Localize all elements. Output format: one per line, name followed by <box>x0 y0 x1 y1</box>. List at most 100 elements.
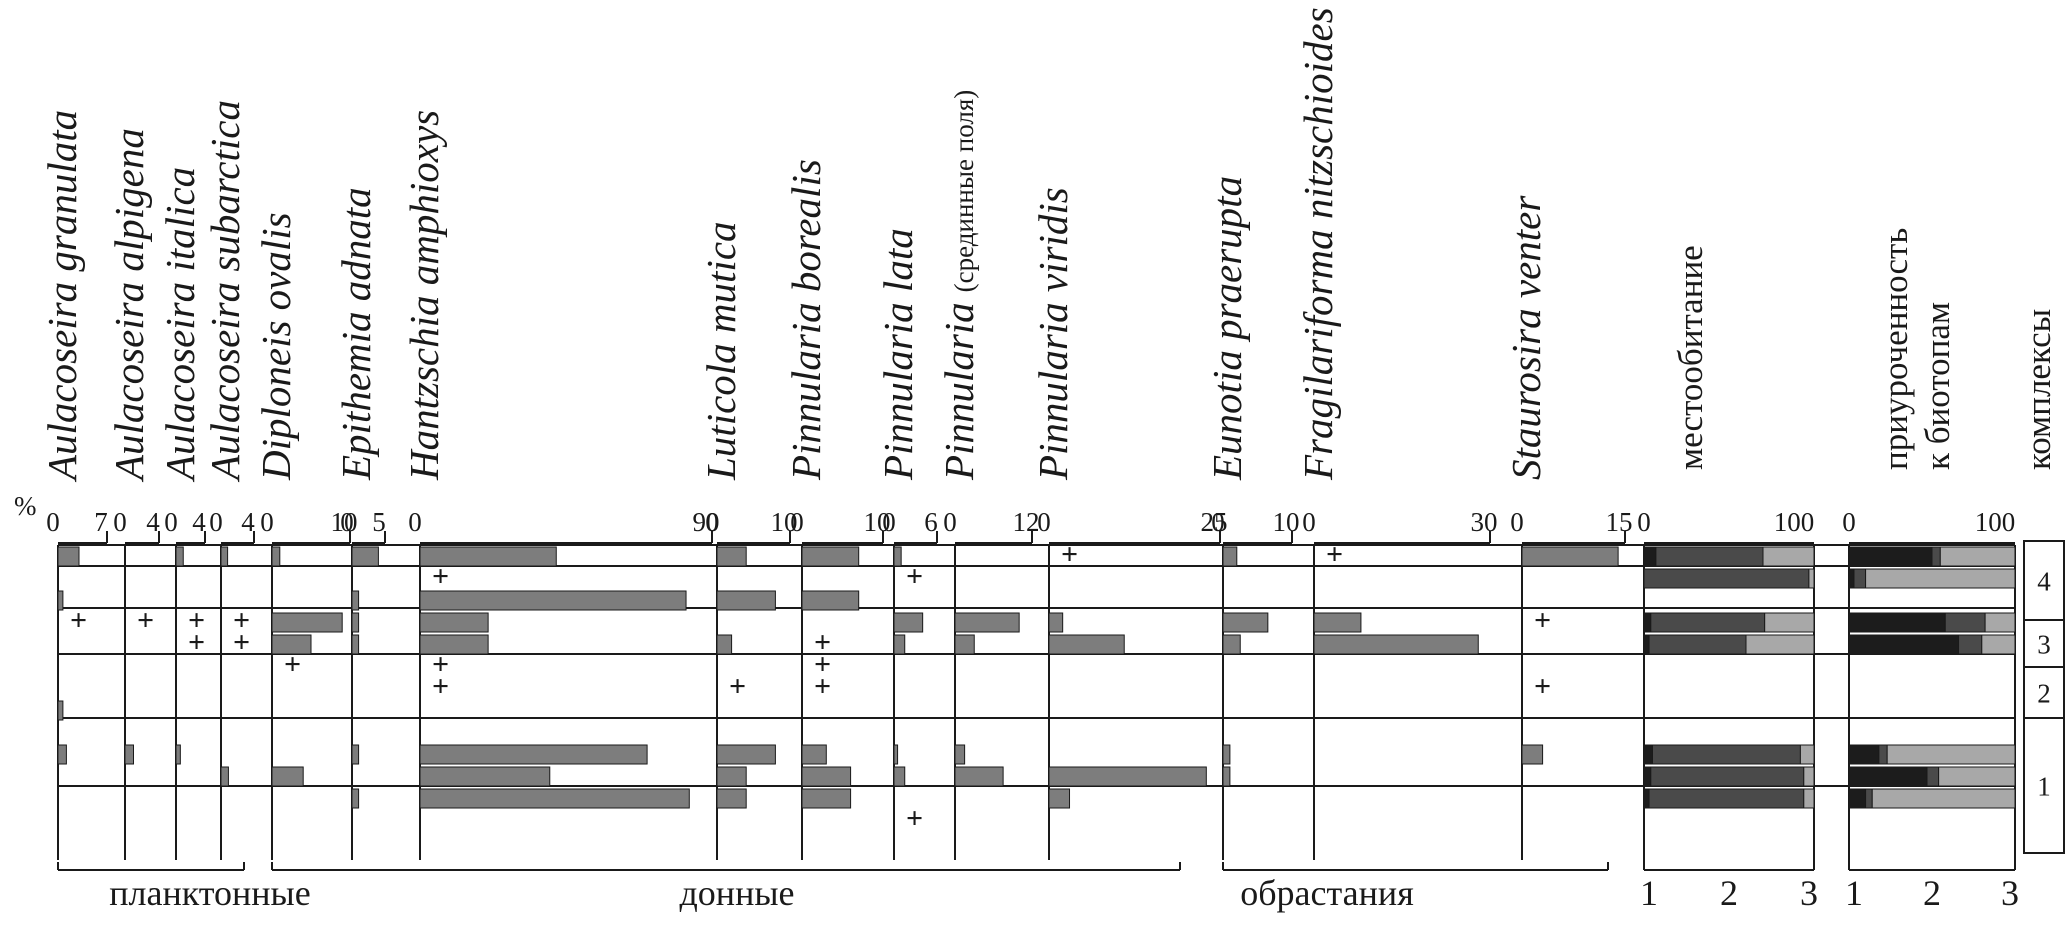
composition-segment <box>1643 568 1810 589</box>
composition-segment <box>1865 568 2016 589</box>
abundance-bar <box>716 744 776 765</box>
abundance-bar <box>419 546 557 567</box>
tick-label-min: 0 <box>1037 507 1051 537</box>
presence-mark: + <box>188 626 205 659</box>
species-note: (срединные поля) <box>949 90 979 293</box>
composition-segment <box>1648 788 1805 809</box>
species-column-10: 0 12 Pinnularia(срединные поля) <box>936 90 1040 860</box>
tick-label-max: 7 <box>94 507 108 537</box>
composition-segment <box>1958 634 1983 655</box>
species-column-2: 0 4 Aulacoseira italica ++ <box>157 167 206 860</box>
abundance-bar <box>893 612 924 633</box>
abundance-bar <box>801 766 852 787</box>
tick-label-max: 30 <box>1471 507 1498 537</box>
tick-label-max: 5 <box>372 507 386 537</box>
abundance-bar <box>716 788 747 809</box>
abundance-bar <box>893 744 899 765</box>
stacked-panel-1: 0 100 приуроченность к биотопам 1 2 3 <box>1842 228 2019 913</box>
abundance-bar <box>893 634 906 655</box>
ecological-groups: планктонные донные обрастания <box>57 862 1609 913</box>
tick-label-min: 0 <box>408 507 422 537</box>
composition-segment <box>1848 744 1880 765</box>
composition-segment <box>1643 744 1653 765</box>
abundance-bar <box>419 612 489 633</box>
composition-segment <box>1803 788 1815 809</box>
tick-label-min: 0 <box>882 507 896 537</box>
composition-segment <box>1848 546 1933 567</box>
abundance-bar <box>893 766 906 787</box>
tick-label-max: 4 <box>146 507 160 537</box>
tick-label-min: 0 <box>1842 507 1856 537</box>
complexes-column: комплексы 4 3 2 1 <box>2019 309 2065 854</box>
species-label: Aulacoseira granulata <box>39 110 85 483</box>
species-label: Aulacoseira subarctica <box>202 100 248 483</box>
composition-segment <box>1643 788 1650 809</box>
species-label: Pinnularia(срединные поля) <box>936 90 982 481</box>
composition-segment <box>1931 546 1941 567</box>
composition-segment <box>1848 612 1946 633</box>
composition-segment <box>1878 744 1888 765</box>
abundance-bar <box>351 546 379 567</box>
presence-mark: + <box>729 670 746 703</box>
composition-segment <box>1984 612 2016 633</box>
tick-label-max: 100 <box>1975 507 2016 537</box>
abundance-bar <box>220 766 229 787</box>
presence-mark: + <box>432 560 449 593</box>
species-label: Epithemia adnata <box>333 187 379 481</box>
abundance-bar <box>1313 634 1479 655</box>
abundance-bar <box>351 590 360 611</box>
complex-label: 3 <box>2037 630 2051 660</box>
presence-mark: + <box>814 670 831 703</box>
tick-label-max: 6 <box>924 507 938 537</box>
species-label: Pinnularia lata <box>875 228 921 481</box>
abundance-bar <box>175 546 184 567</box>
species-label: Eunotia praerupta <box>1204 176 1250 481</box>
abundance-bar <box>351 612 360 633</box>
composition-segment <box>1848 634 1960 655</box>
species-columns: 0 7 Aulacoseira granulata +0 4 Aulacoseira al… <box>39 7 1633 860</box>
abundance-bar <box>351 788 360 809</box>
abundance-bar <box>271 766 304 787</box>
stacked-panels: 0 100 местообитание 1 2 3 0 100 приуроченность к … <box>1637 228 2019 913</box>
abundance-bar <box>419 788 690 809</box>
panel-title: приуроченность <box>1876 228 1915 470</box>
presence-mark: + <box>233 604 250 637</box>
complexes-box <box>2023 540 2065 854</box>
species-column-1: 0 4 Aulacoseira alpigena + <box>106 128 160 860</box>
presence-mark: + <box>233 626 250 659</box>
composition-segment <box>1643 634 1650 655</box>
abundance-bar <box>419 634 489 655</box>
composition-segment <box>1648 634 1747 655</box>
presence-mark: + <box>1326 538 1343 571</box>
composition-segment <box>1745 634 1815 655</box>
abundance-bar <box>271 612 343 633</box>
category-label: 3 <box>1800 873 1818 913</box>
composition-segment <box>1865 788 1873 809</box>
composition-segment <box>1939 546 2016 567</box>
composition-segment <box>1926 766 1940 787</box>
category-label: 3 <box>2001 873 2019 913</box>
abundance-bar <box>716 590 776 611</box>
presence-mark: + <box>1061 538 1078 571</box>
abundance-bar <box>954 634 975 655</box>
tick-label-min: 0 <box>1510 507 1524 537</box>
species-column-3: 0 4 Aulacoseira subarctica ++ <box>202 100 255 860</box>
category-label: 2 <box>1720 873 1738 913</box>
composition-segment <box>1655 546 1764 567</box>
tick-label-min: 0 <box>209 507 223 537</box>
presence-mark: + <box>1534 604 1551 637</box>
composition-segment <box>1643 766 1652 787</box>
species-label: Aulacoseira alpigena <box>106 128 152 483</box>
species-label: Hantzschia amphioxys <box>401 110 447 481</box>
composition-segment <box>1650 612 1766 633</box>
group-label: донные <box>679 873 794 913</box>
complexes-title: комплексы <box>2019 309 2058 470</box>
abundance-bar <box>57 744 67 765</box>
abundance-bar <box>1222 744 1231 765</box>
species-column-12: 0 10 Eunotia praerupta <box>1204 176 1300 860</box>
species-label: Staurosira venter <box>1503 195 1549 480</box>
